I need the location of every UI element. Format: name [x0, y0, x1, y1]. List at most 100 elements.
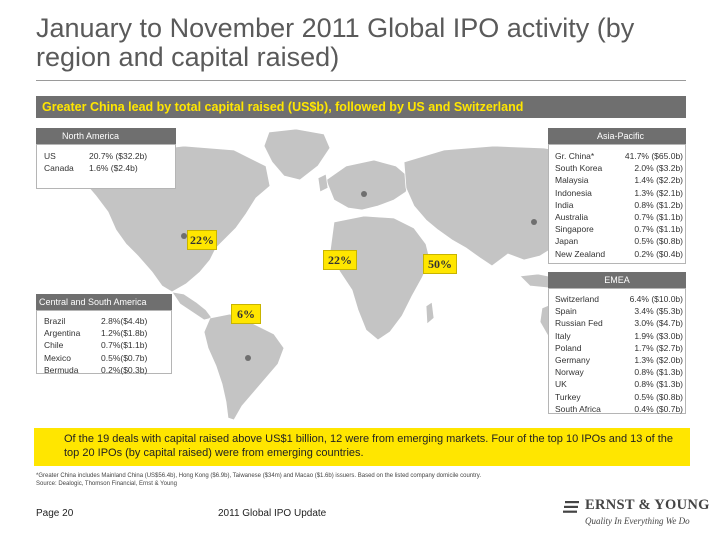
country-name: Bermuda [44, 364, 79, 375]
central-south-america-list: Brazil 2.8%($4.4b) Argentina 1.2%($1.8b) C… [36, 310, 172, 376]
headline-banner: Greater China lead by total capital rais… [36, 96, 686, 118]
country-value: 0.8% ($1.3b) [634, 379, 683, 390]
country-name: Mexico [44, 352, 71, 363]
country-name: US [44, 151, 56, 161]
list-item: Gr. China* 41.7% ($65.0b) [555, 150, 685, 162]
emea-share-badge: 22% [323, 250, 357, 270]
country-value: 0.2%($0.3b) [101, 364, 148, 375]
map-uk [317, 173, 329, 193]
country-name: Russian Fed [555, 318, 603, 329]
country-value: 0.5% ($0.8b) [634, 236, 683, 247]
asia-pacific-list: Gr. China* 41.7% ($65.0b) South Korea 2.0%… [548, 144, 686, 264]
list-item: South Korea 2.0% ($3.2b) [555, 162, 685, 174]
list-item: Switzerland 6.4% ($10.0b) [555, 293, 685, 305]
list-item: Spain 3.4% ($5.3b) [555, 305, 685, 317]
country-value: 0.4% ($0.7b) [634, 403, 683, 414]
list-item: US 20.7% ($32.2b) [44, 150, 175, 162]
central-south-america-share-badge: 6% [231, 304, 261, 324]
country-value: 3.4% ($5.3b) [634, 306, 683, 317]
country-value: 1.3% ($2.0b) [634, 355, 683, 366]
logo-tagline: Quality In Everything We Do [585, 516, 690, 526]
country-name: South Africa [555, 403, 601, 414]
country-name: Poland [555, 342, 582, 353]
country-value: 0.7% ($1.1b) [634, 212, 683, 223]
country-name: Italy [555, 330, 571, 341]
list-item: Norway 0.8% ($1.3b) [555, 366, 685, 378]
list-item: Canada 1.6% ($2.4b) [44, 162, 175, 174]
north-america-list: US 20.7% ($32.2b) Canada 1.6% ($2.4b) [36, 144, 176, 189]
document-name: 2011 Global IPO Update [218, 508, 327, 519]
list-item: Poland 1.7% ($2.7b) [555, 342, 685, 354]
title-divider [36, 80, 686, 81]
country-value: 0.5%($0.7b) [101, 352, 148, 363]
country-value: 1.9% ($3.0b) [634, 330, 683, 341]
country-value: 0.2% ($0.4b) [634, 248, 683, 259]
map-greenland [263, 128, 331, 181]
list-item: Chile 0.7%($1.1b) [44, 339, 171, 351]
country-value: 0.7% ($1.1b) [634, 224, 683, 235]
list-item: Japan 0.5% ($0.8b) [555, 235, 685, 247]
list-item: Turkey 0.5% ($0.8b) [555, 391, 685, 403]
country-value: 1.2%($1.8b) [101, 328, 148, 339]
map-hub-switzerland [361, 191, 367, 197]
footnote-source: Source: Dealogic, Thomson Financial, Ern… [36, 481, 177, 487]
country-name: Singapore [555, 224, 594, 235]
country-value: 1.3% ($2.1b) [634, 187, 683, 198]
country-name: Spain [555, 306, 577, 317]
map-europe [325, 159, 411, 211]
country-value: 0.8% ($1.2b) [634, 199, 683, 210]
list-item: Mexico 0.5%($0.7b) [44, 352, 171, 364]
country-name: Australia [555, 212, 589, 223]
central-south-america-header: Central and South America [36, 294, 172, 310]
list-item: Brazil 2.8%($4.4b) [44, 315, 171, 327]
country-value: 41.7% ($65.0b) [624, 151, 683, 161]
list-item: Australia 0.7% ($1.1b) [555, 211, 685, 223]
country-name: Malaysia [555, 175, 589, 186]
country-value: 6.4% ($10.0b) [629, 294, 683, 304]
list-item: Germany 1.3% ($2.0b) [555, 354, 685, 366]
logo-wordmark: ERNST & YOUNG [585, 497, 710, 513]
emea-header: EMEA [548, 272, 686, 288]
country-name: Brazil [44, 316, 66, 326]
list-item: Argentina 1.2%($1.8b) [44, 327, 171, 339]
country-value: 0.5% ($0.8b) [634, 391, 683, 402]
country-value: 0.7%($1.1b) [101, 340, 148, 351]
map-hub-us [181, 233, 187, 239]
country-name: Switzerland [555, 294, 599, 304]
country-value: 2.0% ($3.2b) [634, 163, 683, 174]
country-name: Japan [555, 236, 579, 247]
country-name: Canada [44, 163, 74, 174]
north-america-header: North America [36, 128, 176, 144]
page-number: Page 20 [36, 508, 74, 519]
country-name: Chile [44, 340, 64, 351]
page-title: January to November 2011 Global IPO acti… [36, 13, 635, 72]
emea-list: Switzerland 6.4% ($10.0b) Spain 3.4% ($5.3… [548, 288, 686, 414]
country-value: 3.0% ($4.7b) [634, 318, 683, 329]
country-name: Turkey [555, 391, 581, 402]
country-name: Argentina [44, 328, 81, 339]
list-item: Indonesia 1.3% ($2.1b) [555, 187, 685, 199]
list-item: New Zealand 0.2% ($0.4b) [555, 248, 685, 260]
key-insight-callout: Of the 19 deals with capital raised abov… [34, 428, 690, 466]
footnote-greater-china: *Greater China includes Mainland China (… [36, 473, 482, 479]
country-name: South Korea [555, 163, 603, 174]
list-item: Bermuda 0.2%($0.3b) [44, 364, 171, 376]
country-name: Norway [555, 367, 584, 378]
list-item: India 0.8% ($1.2b) [555, 199, 685, 211]
map-hub-china [531, 219, 537, 225]
asia-pacific-header: Asia-Pacific [548, 128, 686, 144]
country-value: 2.8%($4.4b) [101, 316, 148, 326]
map-madagascar [425, 301, 435, 325]
country-value: 0.8% ($1.3b) [634, 367, 683, 378]
map-central-america [171, 291, 213, 321]
ernst-young-logo: ERNST & YOUNG Quality In Everything We D… [563, 497, 709, 533]
country-name: Indonesia [555, 187, 592, 198]
country-value: 1.7% ($2.7b) [634, 342, 683, 353]
map-africa [329, 215, 431, 341]
list-item: South Africa 0.4% ($0.7b) [555, 403, 685, 415]
asia-pacific-share-badge: 50% [423, 254, 457, 274]
map-south-america [203, 313, 285, 421]
logo-mark-icon [563, 501, 579, 513]
north-america-share-badge: 22% [187, 230, 217, 250]
country-name: Gr. China* [555, 151, 595, 161]
